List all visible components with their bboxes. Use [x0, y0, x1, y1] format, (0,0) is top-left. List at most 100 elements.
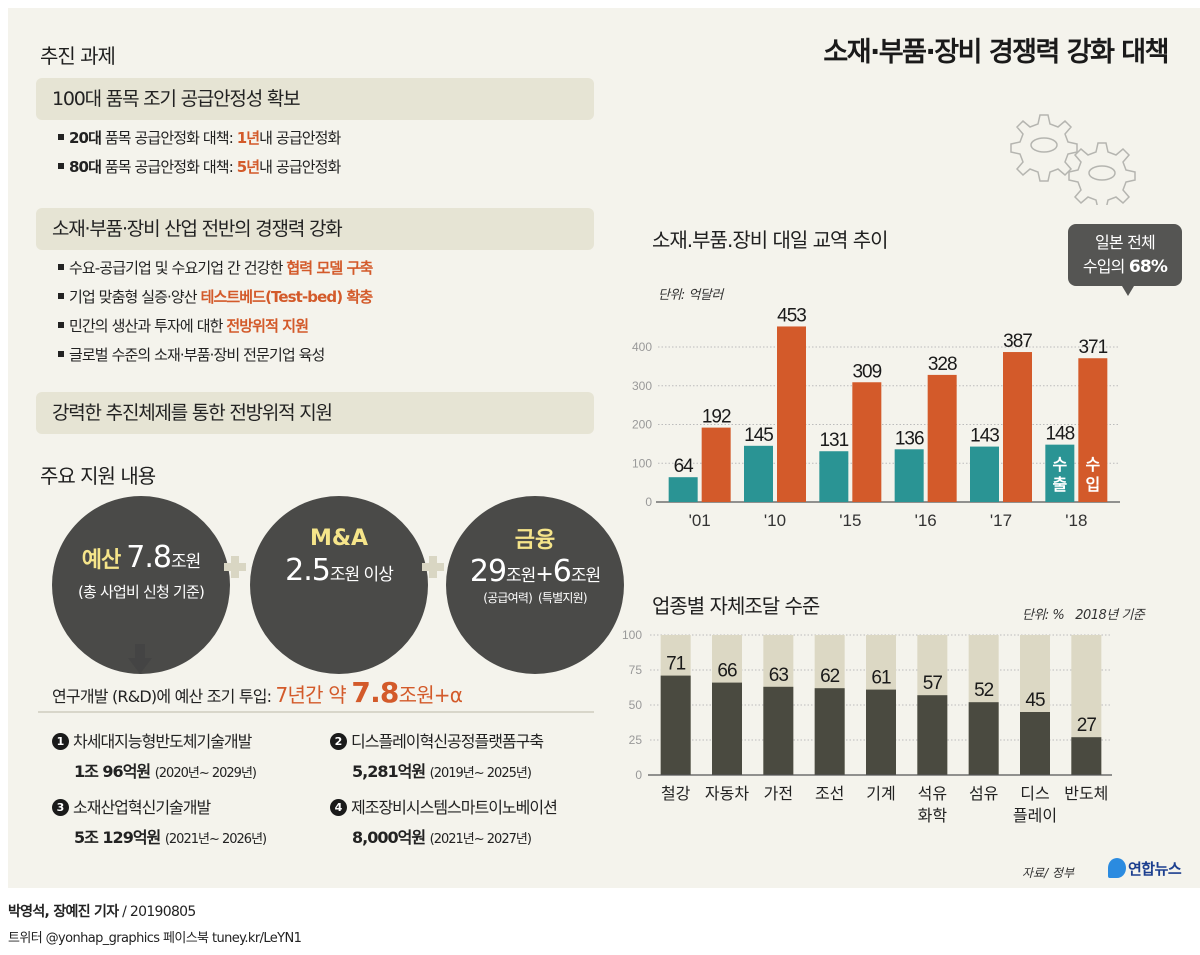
bullet-item: 글로벌 수준의 소재·부품·장비 전문기업 육성: [58, 341, 372, 370]
x-tick-label: 화학: [918, 807, 948, 825]
self-supply-bar: [866, 689, 896, 775]
bar-value-label: 64: [674, 456, 695, 477]
budget-circle: 예산 7.8조원 (총 사업비 신청 기준): [52, 496, 230, 674]
y-tick-label: 200: [632, 418, 652, 432]
ma-circle: M&A 2.5조원 이상: [250, 496, 428, 674]
x-tick-label: 조선: [815, 785, 844, 803]
bar-value-label: 27: [1077, 715, 1097, 736]
in-bar-legend-label: 입: [1085, 476, 1100, 494]
x-tick-label: 디스: [1020, 785, 1049, 803]
y-tick-label: 300: [632, 379, 652, 393]
self-supply-bar: [763, 686, 794, 775]
x-tick-label: 자동차: [705, 785, 749, 803]
bar-value-label: 45: [1025, 690, 1045, 711]
bullet-item: 80대 품목 공급안정화 대책: 5년내 공급안정화: [58, 153, 341, 182]
bullet-item: 민간의 생산과 투자에 대한 전방위적 지원: [58, 312, 372, 341]
x-tick-label: '16: [915, 511, 937, 530]
x-tick-label: 철강: [661, 785, 691, 803]
x-tick-label: 반도체: [1064, 785, 1108, 803]
task-band-1: 100대 품목 조기 공급안정성 확보: [36, 78, 594, 120]
self-supply-bar: [712, 682, 742, 775]
divider: [38, 711, 594, 713]
bar-value-label: 371: [1078, 337, 1107, 358]
in-bar-legend-label: 수: [1052, 456, 1067, 474]
self-supply-bar: [814, 688, 845, 775]
import-bar: [927, 374, 957, 502]
y-tick-label: 100: [622, 628, 642, 642]
project-item: 1 차세대지능형반도체기술개발 1조 96억원 (2020년~ 2029년): [52, 728, 257, 782]
trade-chart-unit: 단위: 억달러: [658, 288, 723, 303]
export-bar: [819, 451, 849, 502]
self-supply-bar: [917, 695, 948, 775]
bar-value-label: 52: [974, 680, 994, 701]
bar-value-label: 62: [820, 666, 840, 687]
y-tick-label: 75: [629, 663, 643, 677]
bar-value-label: 387: [1003, 331, 1032, 352]
task-band-3: 강력한 추진체제를 통한 전방위적 지원: [36, 392, 594, 434]
y-tick-label: 100: [632, 456, 652, 470]
import-bar: [1003, 352, 1032, 502]
tasks-heading: 추진 과제: [40, 44, 116, 68]
gears-icon: [1010, 114, 1136, 205]
self-supply-bar: [1020, 712, 1050, 775]
bar-value-label: 71: [666, 654, 686, 675]
self-supply-chart-title: 업종별 자체조달 수준: [652, 594, 820, 618]
social-links: 트위터 @yonhap_graphics 페이스북 tuney.kr/LeYN1: [8, 931, 302, 946]
export-bar: [668, 477, 698, 502]
bar-value-label: 57: [923, 673, 943, 694]
x-tick-label: '18: [1065, 511, 1087, 530]
bar-value-label: 453: [777, 305, 806, 326]
import-bar: [1078, 358, 1108, 502]
x-tick-label: '10: [764, 511, 786, 530]
import-bar: [852, 382, 882, 502]
down-arrow-icon: [128, 644, 152, 674]
bar-value-label: 328: [928, 354, 957, 375]
bar-value-label: 192: [702, 407, 731, 428]
export-bar: [744, 445, 773, 502]
x-tick-label: 석유: [918, 785, 947, 803]
trade-bar-chart: 0 100 200 300 400 64 192 '01 145 453 '10 131 309 '15 1…: [632, 305, 1120, 530]
main-title: 소재·부품·장비 경쟁력 강화 대책: [823, 37, 1169, 68]
bar-value-label: 148: [1045, 424, 1074, 445]
y-tick-label: 50: [629, 698, 643, 712]
support-heading: 주요 지원 내용: [40, 464, 156, 488]
x-tick-label: '17: [990, 511, 1012, 530]
self-supply-bar: [1071, 737, 1102, 775]
task-band-2: 소재·부품·장비 산업 전반의 경쟁력 강화: [36, 208, 594, 250]
task-2-bullets: 수요-공급기업 및 수요기업 간 건강한 협력 모델 구축 기업 맞춤형 실증·…: [58, 254, 373, 370]
infographic-panel: [8, 8, 1200, 888]
x-tick-label: 기계: [866, 785, 895, 803]
x-tick-label: 플레이: [1013, 807, 1057, 825]
x-tick-label: '15: [839, 511, 861, 530]
source-label: 자료/ 정부: [1022, 866, 1075, 880]
x-tick-label: 섬유: [969, 785, 998, 803]
bar-value-label: 66: [717, 661, 737, 682]
plus-icon: [422, 556, 444, 578]
bullet-item: 수요-공급기업 및 수요기업 간 건강한 협력 모델 구축: [58, 254, 373, 283]
bar-value-label: 143: [970, 426, 999, 447]
import-bar: [701, 427, 731, 502]
y-tick-label: 25: [629, 733, 643, 747]
self-supply-unit: 단위: % 2018년 기준: [1022, 608, 1145, 623]
export-bar: [970, 446, 999, 502]
export-bar: [1045, 444, 1075, 502]
bar-value-label: 145: [744, 425, 773, 446]
project-item: 2 디스플레이혁신공정플랫폼구축 5,281억원 (2019년~ 2025년): [330, 728, 544, 782]
self-supply-bar: [660, 675, 691, 775]
rd-summary: 연구개발 (R&D)에 예산 조기 투입: 7년간 약 7.8조원+α: [52, 676, 463, 709]
bar-value-label: 131: [819, 430, 848, 451]
export-bar: [894, 449, 924, 502]
self-supply-bar: [968, 702, 999, 775]
x-tick-label: 가전: [764, 785, 793, 803]
finance-circle: 금융 29조원+6조원 (공급여력) (특별지원): [446, 496, 624, 674]
bar-value-label: 61: [871, 668, 891, 689]
bullet-item: 기업 맞춤형 실증·양산 테스트베드(Test-bed) 확충: [58, 283, 373, 312]
import-share-callout: 일본 전체 수입의 68%: [1068, 224, 1182, 296]
in-bar-legend-label: 수: [1085, 456, 1100, 474]
bullet-item: 20대 품목 공급안정화 대책: 1년내 공급안정화: [58, 124, 341, 153]
yonhap-logo: 연합뉴스: [1108, 857, 1182, 880]
yonhap-logo-icon: [1108, 857, 1126, 878]
task-1-bullets: 20대 품목 공급안정화 대책: 1년내 공급안정화 80대 품목 공급안정화 …: [58, 124, 341, 182]
plus-icon: [224, 556, 246, 578]
